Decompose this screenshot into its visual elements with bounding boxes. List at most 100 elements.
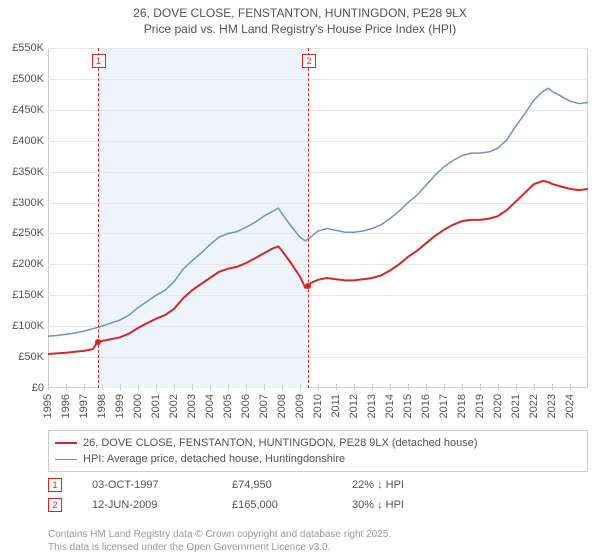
x-axis-label: 2022 [528,394,540,418]
footer-line-1: Contains HM Land Registry data © Crown c… [48,529,391,540]
x-axis-label: 2008 [276,394,288,418]
x-axis-label: 2000 [132,394,144,418]
x-axis-label: 2014 [384,394,396,418]
x-axis-label: 2013 [366,394,378,418]
sale-row: 212-JUN-2009£165,00030% ↓ HPI [48,495,588,515]
legend-item: HPI: Average price, detached house, Hunt… [55,451,581,467]
x-axis-label: 2006 [240,394,252,418]
x-tick [282,384,283,390]
sale-marker-flag: 2 [302,54,316,68]
y-axis-label: £350K [12,166,44,178]
chart-title: 26, DOVE CLOSE, FENSTANTON, HUNTINGDON, … [0,0,600,37]
x-tick [480,384,481,390]
x-axis-label: 2016 [420,394,432,418]
y-axis-label: £500K [12,73,44,85]
legend: 26, DOVE CLOSE, FENSTANTON, HUNTINGDON, … [48,430,588,472]
x-tick [426,384,427,390]
y-axis-label: £100K [12,320,44,332]
y-axis-label: £550K [12,42,44,54]
legend-label: 26, DOVE CLOSE, FENSTANTON, HUNTINGDON, … [83,435,478,451]
y-axis-label: £0 [32,382,44,394]
x-axis-label: 2015 [402,394,414,418]
x-tick [498,384,499,390]
x-axis-label: 2019 [474,394,486,418]
x-tick [354,384,355,390]
x-axis-label: 2020 [492,394,504,418]
sale-price: £165,000 [232,499,322,511]
sale-change: 22% ↓ HPI [352,479,442,491]
x-axis-label: 1999 [114,394,126,418]
x-tick [264,384,265,390]
x-axis-label: 2024 [564,394,576,418]
sale-row: 1 03-OCT-1997 £74,950 22% ↓ HPI [48,475,588,495]
x-tick [156,384,157,390]
x-axis-label: 2018 [456,394,468,418]
x-axis-label: 2009 [294,394,306,418]
x-tick [390,384,391,390]
sale-row-marker: 1 [48,478,62,492]
sales-table: 103-OCT-1997£74,95022% ↓ HPI212-JUN-2009… [48,475,588,515]
sale-marker-flag: 1 [92,54,106,68]
attribution-footer: Contains HM Land Registry data © Crown c… [48,529,588,554]
x-tick [444,384,445,390]
y-axis-label: £200K [12,258,44,270]
y-axis-label: £50K [18,351,44,363]
x-tick [210,384,211,390]
title-line-1: 26, DOVE CLOSE, FENSTANTON, HUNTINGDON, … [133,6,467,20]
x-tick [66,384,67,390]
y-axis-label: £450K [12,104,44,116]
x-axis-label: 2002 [168,394,180,418]
series-hpi [48,88,588,336]
sale-marker-line [308,48,309,388]
title-line-2: Price paid vs. HM Land Registry's House … [144,22,456,36]
x-axis-label: 1995 [42,394,54,418]
x-tick [228,384,229,390]
x-tick [552,384,553,390]
sale-change: 30% ↓ HPI [352,499,442,511]
x-tick [120,384,121,390]
x-axis-labels: 1995199619971998199920002001200220032004… [48,390,588,424]
x-axis-label: 2010 [312,394,324,418]
legend-swatch [55,442,77,444]
x-axis-label: 2012 [348,394,360,418]
x-axis-label: 1998 [96,394,108,418]
x-tick [534,384,535,390]
x-tick [408,384,409,390]
x-axis-label: 1997 [78,394,90,418]
x-axis-label: 2021 [510,394,522,418]
x-axis-label: 2007 [258,394,270,418]
legend-item: 26, DOVE CLOSE, FENSTANTON, HUNTINGDON, … [55,435,581,451]
x-tick [84,384,85,390]
x-axis-label: 2023 [546,394,558,418]
x-axis-label: 1996 [60,394,72,418]
sale-row-marker: 2 [48,498,62,512]
x-tick [102,384,103,390]
x-tick [192,384,193,390]
sale-price: £74,950 [232,479,322,491]
sale-point [305,283,311,289]
x-tick [570,384,571,390]
x-axis-label: 2011 [330,394,342,418]
x-axis-label: 2005 [222,394,234,418]
sale-point [95,339,101,345]
sale-marker-line [98,48,99,388]
x-tick [138,384,139,390]
x-axis-label: 2017 [438,394,450,418]
y-axis-label: £300K [12,197,44,209]
x-tick [318,384,319,390]
plot-area: £0£50K£100K£150K£200K£250K£300K£350K£400… [48,48,588,388]
legend-swatch [55,459,77,460]
series-price_paid [48,181,588,354]
footer-line-2: This data is licensed under the Open Gov… [48,542,330,553]
sale-date: 03-OCT-1997 [92,479,202,491]
y-axis-label: £250K [12,227,44,239]
x-tick [462,384,463,390]
x-tick [336,384,337,390]
x-axis-label: 2001 [150,394,162,418]
x-tick [174,384,175,390]
x-tick [516,384,517,390]
x-axis-label: 2003 [186,394,198,418]
x-tick [372,384,373,390]
legend-label: HPI: Average price, detached house, Hunt… [83,451,345,467]
chart-lines [48,48,588,388]
